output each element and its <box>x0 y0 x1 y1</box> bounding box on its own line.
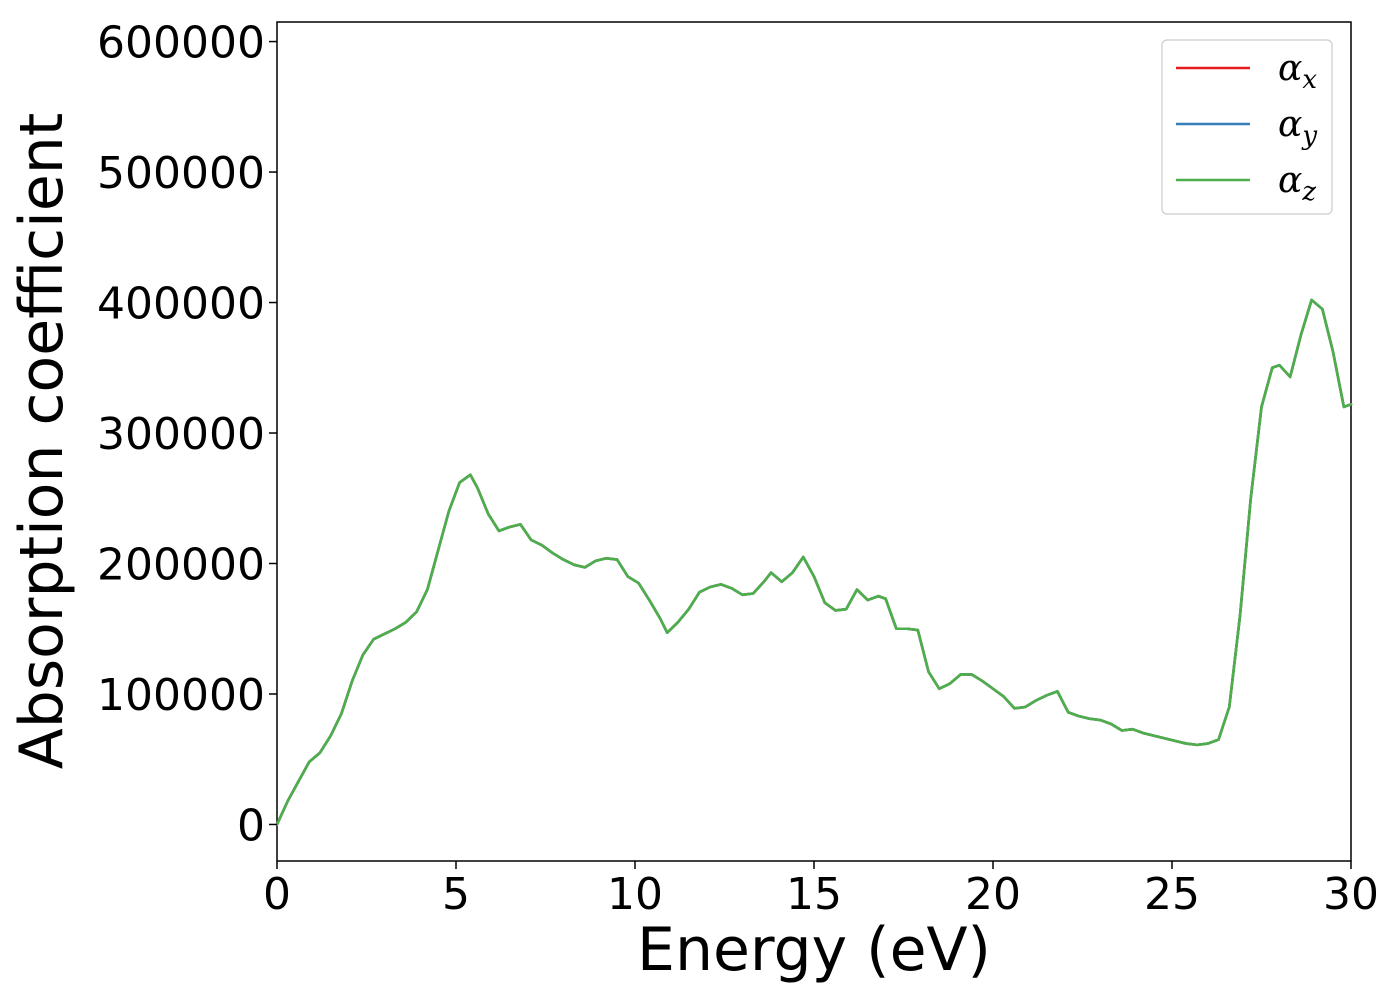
x-axis-label: Energy (eV) <box>637 915 991 985</box>
y-axis-label: Absorption coefficient <box>7 113 77 770</box>
y-tick-label: 300000 <box>97 409 265 460</box>
x-tick-label: 30 <box>1323 869 1379 920</box>
legend-label-z: αz <box>1278 160 1316 207</box>
x-tick-label: 5 <box>442 869 470 920</box>
legend: αx αy αz <box>1161 39 1333 215</box>
legend-label-x: αx <box>1278 48 1317 95</box>
legend-box <box>1161 39 1333 215</box>
y-tick-label: 200000 <box>97 540 265 591</box>
y-tick-label: 600000 <box>97 18 265 69</box>
y-tick-label: 400000 <box>97 279 265 330</box>
x-tick-label: 0 <box>263 869 291 920</box>
legend-label-y: αy <box>1278 104 1317 151</box>
x-tick-label: 20 <box>965 869 1021 920</box>
y-tick-label: 100000 <box>97 670 265 721</box>
series-layer <box>275 298 1353 826</box>
x-axis-ticks: 0 5 10 15 20 25 30 <box>263 861 1379 920</box>
x-tick-label: 15 <box>786 869 842 920</box>
legend-entries: αx αy αz <box>1176 48 1317 207</box>
series-line-z <box>275 298 1353 826</box>
x-tick-label: 25 <box>1144 869 1200 920</box>
y-tick-label: 0 <box>237 800 265 851</box>
y-axis-ticks: 0 100000 200000 300000 400000 500000 600000 <box>97 18 277 851</box>
x-tick-label: 10 <box>607 869 663 920</box>
y-tick-label: 500000 <box>97 148 265 199</box>
